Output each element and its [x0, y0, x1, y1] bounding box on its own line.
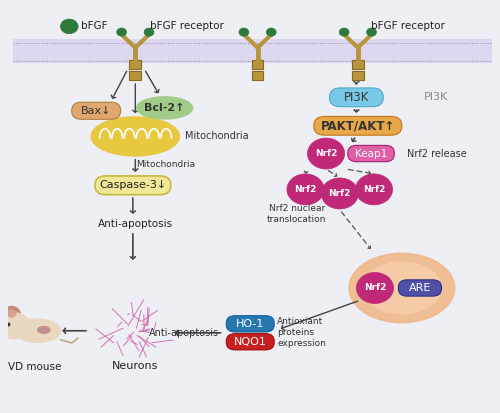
Circle shape [144, 28, 154, 36]
Text: bFGF receptor: bFGF receptor [150, 21, 224, 31]
Text: Neurons: Neurons [112, 361, 158, 371]
Text: Nrf2 release: Nrf2 release [406, 149, 467, 159]
FancyBboxPatch shape [314, 116, 402, 135]
Circle shape [287, 174, 324, 205]
FancyBboxPatch shape [352, 60, 364, 69]
FancyBboxPatch shape [398, 280, 442, 296]
FancyBboxPatch shape [226, 316, 274, 332]
Text: Bax↓: Bax↓ [81, 106, 112, 116]
Text: Caspase-3↓: Caspase-3↓ [99, 180, 166, 190]
Ellipse shape [37, 326, 51, 334]
FancyBboxPatch shape [252, 71, 264, 80]
Ellipse shape [349, 253, 455, 323]
Text: Anti-apoptosis: Anti-apoptosis [98, 218, 173, 229]
Text: HO-1: HO-1 [236, 319, 264, 329]
Circle shape [3, 306, 20, 321]
Circle shape [340, 28, 349, 36]
Text: NQO1: NQO1 [234, 337, 266, 347]
FancyBboxPatch shape [130, 71, 141, 80]
FancyBboxPatch shape [226, 334, 274, 350]
Text: Anti-apoptosis: Anti-apoptosis [149, 328, 220, 338]
Ellipse shape [362, 262, 442, 314]
Circle shape [0, 313, 30, 339]
Text: Keap1: Keap1 [355, 149, 387, 159]
Circle shape [321, 178, 358, 209]
FancyBboxPatch shape [330, 88, 384, 107]
FancyBboxPatch shape [13, 40, 492, 63]
Text: VD mouse: VD mouse [8, 363, 62, 373]
Text: Nrf2 nuclear
translocation: Nrf2 nuclear translocation [267, 204, 326, 224]
Text: Bcl-2↑: Bcl-2↑ [144, 103, 185, 113]
Text: ARE: ARE [409, 283, 431, 293]
Circle shape [308, 138, 344, 169]
Text: Mitochondria: Mitochondria [185, 131, 249, 141]
Text: Mitochondria: Mitochondria [136, 160, 196, 169]
Text: bFGF: bFGF [80, 21, 107, 31]
FancyBboxPatch shape [95, 176, 171, 195]
Ellipse shape [92, 117, 180, 156]
Circle shape [116, 28, 126, 36]
Ellipse shape [136, 97, 193, 119]
FancyBboxPatch shape [252, 60, 264, 69]
Text: PI3K: PI3K [344, 91, 369, 104]
Circle shape [356, 273, 394, 304]
Ellipse shape [14, 319, 60, 343]
Circle shape [266, 28, 276, 36]
Circle shape [60, 19, 78, 34]
FancyBboxPatch shape [348, 145, 395, 161]
Text: Nrf2: Nrf2 [328, 189, 351, 198]
FancyBboxPatch shape [130, 60, 141, 69]
Circle shape [239, 28, 249, 36]
Text: bFGF receptor: bFGF receptor [371, 21, 445, 31]
Text: Nrf2: Nrf2 [363, 185, 385, 194]
FancyBboxPatch shape [352, 71, 364, 80]
FancyBboxPatch shape [72, 102, 120, 119]
Text: Nrf2: Nrf2 [364, 283, 386, 292]
Circle shape [356, 174, 393, 205]
Text: PAKT/AKT↑: PAKT/AKT↑ [320, 119, 395, 132]
Text: Nrf2: Nrf2 [315, 149, 337, 158]
Circle shape [366, 28, 376, 36]
Text: Nrf2: Nrf2 [294, 185, 316, 194]
Text: Antioxiant
proteins
expression: Antioxiant proteins expression [277, 317, 326, 349]
Text: PI3K: PI3K [424, 92, 448, 102]
Circle shape [6, 310, 16, 318]
